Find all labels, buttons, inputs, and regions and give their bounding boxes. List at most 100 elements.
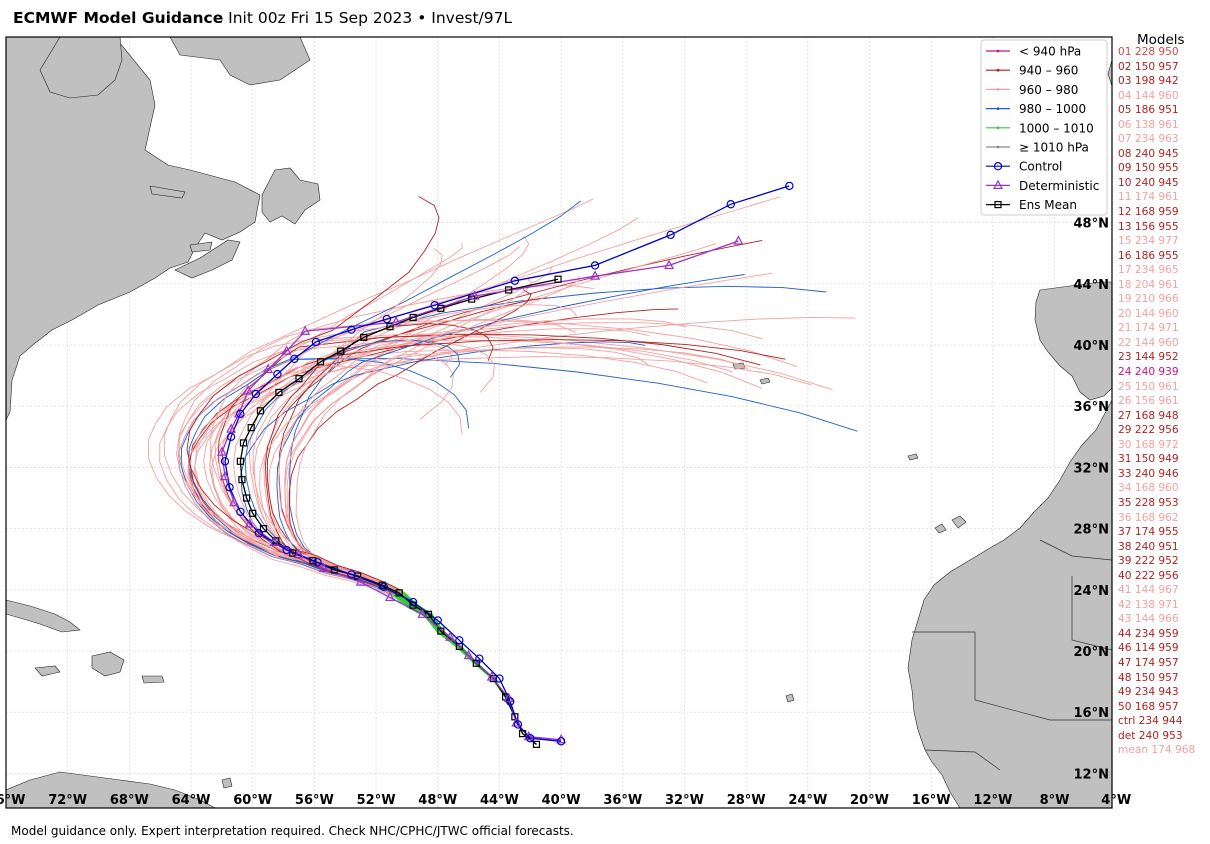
x-tick-label: 56°W	[295, 793, 334, 808]
legend-swatch-dot	[996, 126, 1000, 130]
ensemble-track	[264, 339, 786, 595]
model-entry: 27 168 948	[1118, 409, 1179, 422]
land-iberia	[1107, 59, 1112, 87]
ens-mean-marker	[295, 375, 303, 383]
country-borders	[912, 539, 1112, 771]
model-entry: 09 150 955	[1118, 162, 1179, 175]
model-entry: 24 240 939	[1118, 366, 1179, 379]
control-marker	[455, 636, 464, 645]
control-marker	[408, 597, 418, 607]
land-africa	[907, 399, 1112, 808]
ens-mean-marker	[337, 347, 345, 355]
title-model: ECMWF Model Guidance	[13, 9, 224, 27]
x-tick-label: 36°W	[603, 793, 642, 808]
model-entry: 30 168 972	[1118, 438, 1179, 451]
land-iberia-main	[1034, 281, 1112, 401]
land-puerto-rico	[141, 675, 165, 684]
deterministic-marker	[318, 562, 329, 572]
deterministic-marker	[486, 671, 497, 681]
model-entry: ctrl 234 944	[1118, 715, 1183, 728]
ens-mean-marker	[437, 627, 445, 635]
model-entry: 34 168 960	[1118, 482, 1179, 495]
model-entry: 15 234 977	[1118, 235, 1179, 248]
x-tick-label: 68°W	[110, 793, 149, 808]
legend-swatch-circle	[993, 161, 1003, 171]
control-marker	[226, 432, 236, 442]
ensemble-track	[188, 272, 773, 597]
control-marker	[726, 200, 735, 209]
x-tick-label: 44°W	[480, 793, 519, 808]
x-tick-label: 64°W	[172, 793, 211, 808]
x-tick-label: 32°W	[665, 793, 704, 808]
model-entry: 19 210 966	[1118, 293, 1179, 306]
y-tick-label: 48°N	[1074, 217, 1109, 232]
x-tick-label: 40°W	[542, 793, 581, 808]
model-entry: 08 240 945	[1118, 147, 1179, 160]
model-entry: 06 138 961	[1118, 118, 1179, 131]
control-marker	[785, 181, 794, 191]
footer-disclaimer: Model guidance only. Expert interpretati…	[11, 824, 574, 838]
legend-label: < 940 hPa	[1019, 45, 1081, 59]
ens-mean-marker	[505, 286, 513, 294]
model-entry: 07 234 963	[1118, 133, 1179, 146]
ens-mean-marker	[511, 713, 519, 721]
ens-mean-marker	[256, 407, 265, 415]
land-labrador	[39, 37, 123, 99]
y-tick-label: 32°N	[1074, 461, 1109, 476]
deterministic-marker	[263, 363, 274, 374]
deterministic-marker	[226, 423, 237, 433]
ens-mean-marker	[437, 304, 445, 312]
model-entry: 21 174 971	[1118, 322, 1179, 335]
deterministic-marker	[281, 345, 292, 355]
deterministic-marker	[293, 548, 304, 559]
control-marker	[433, 616, 442, 625]
ens-mean-marker	[518, 730, 527, 738]
control-marker	[513, 720, 523, 729]
legend-label: Ens Mean	[1019, 198, 1077, 212]
control-marker	[282, 545, 291, 555]
legend-swatch-dot	[996, 107, 1000, 110]
control-marker	[430, 301, 439, 310]
land-canaries-2	[934, 523, 947, 534]
y-tick-label: 12°N	[1074, 767, 1109, 782]
model-entry: 17 234 965	[1118, 264, 1179, 277]
control-marker	[666, 230, 675, 240]
x-tick-label: 16°W	[912, 793, 951, 808]
x-tick-label: 52°W	[357, 793, 396, 808]
x-tick-label: 4°W	[1101, 793, 1131, 808]
deterministic-marker	[355, 576, 366, 586]
land-newfoundland	[261, 167, 321, 225]
model-entry: 49 234 943	[1118, 686, 1179, 699]
model-entry: 04 144 960	[1118, 89, 1179, 102]
ens-mean-marker	[409, 313, 417, 322]
deterministic-marker	[556, 733, 567, 744]
x-tick-label: 12°W	[973, 793, 1012, 808]
y-tick-label: 16°N	[1074, 706, 1109, 721]
model-entry: 26 156 961	[1118, 395, 1179, 408]
deterministic-marker	[384, 591, 395, 602]
y-tick-label: 44°N	[1074, 278, 1109, 293]
ensemble-track	[180, 357, 470, 595]
land-masses	[6, 37, 1112, 808]
model-entry: 40 222 956	[1118, 569, 1179, 582]
legend-swatch-dot	[996, 49, 1000, 53]
model-entry: 11 174 961	[1118, 191, 1179, 204]
y-tick-label: 24°N	[1074, 584, 1109, 599]
land-hispaniola	[91, 651, 125, 677]
model-entry: mean 174 968	[1118, 744, 1196, 757]
x-tick-label: 24°W	[788, 793, 827, 808]
ens-mean-marker	[239, 439, 248, 447]
ensemble-track	[159, 339, 733, 594]
model-entry: 35 228 953	[1118, 496, 1179, 509]
ensemble-track	[186, 196, 440, 591]
land-trinidad	[221, 777, 233, 789]
y-tick-label: 40°N	[1074, 339, 1109, 354]
legend: < 940 hPa 940 – 960 960 – 980 980 – 1000 100…	[980, 39, 1108, 216]
ensemble-track	[252, 304, 578, 592]
land-greenland-tip	[169, 37, 311, 86]
control-marker	[313, 558, 322, 567]
model-entry: 37 174 955	[1118, 526, 1179, 539]
ens-mean-marker	[309, 557, 317, 565]
ens-mean-marker	[259, 525, 268, 533]
y-tick-label: 20°N	[1074, 645, 1109, 660]
